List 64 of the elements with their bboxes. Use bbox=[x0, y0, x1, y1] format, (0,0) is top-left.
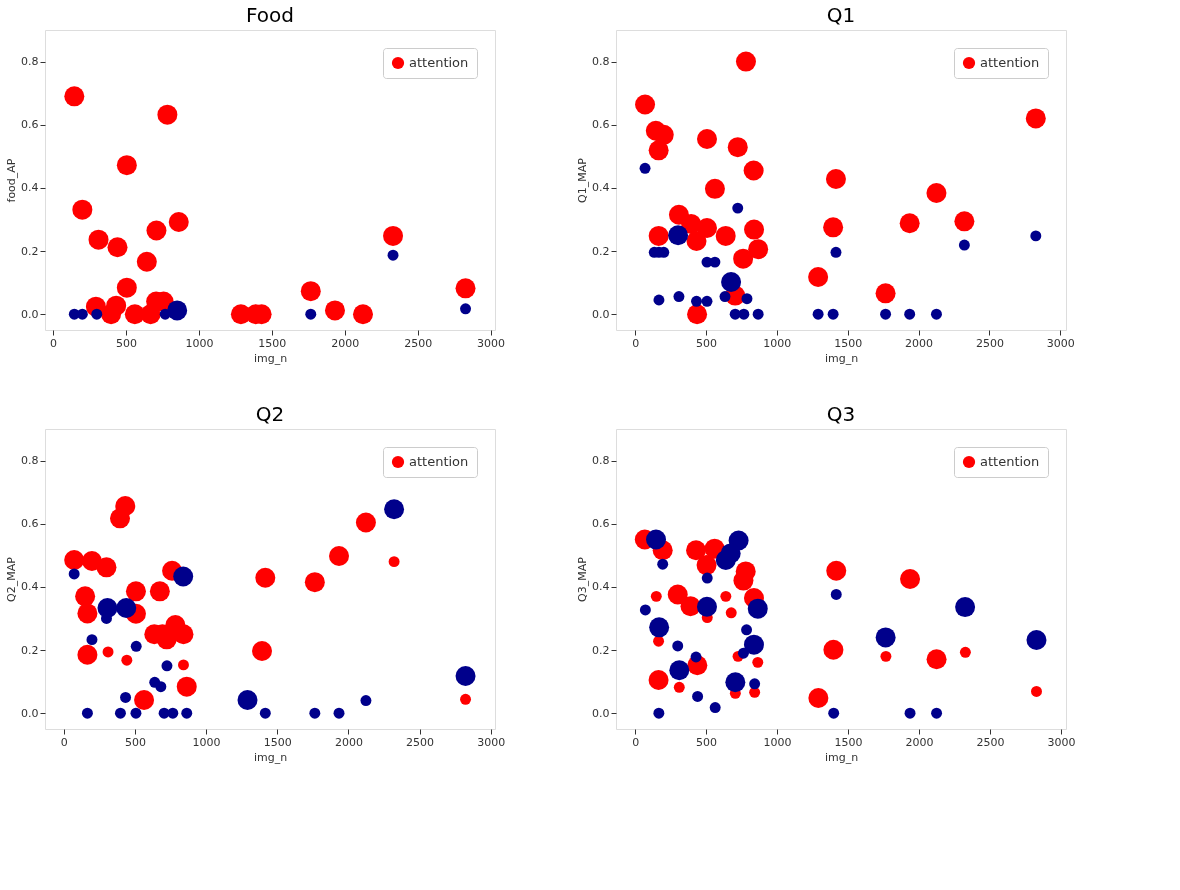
y-tick-label: 0.8 bbox=[592, 55, 610, 69]
x-tick-label: 1500 bbox=[834, 735, 863, 749]
y-tick-label: 0.4 bbox=[21, 181, 39, 195]
x-tick-label: 0 bbox=[632, 735, 640, 749]
y-tick-label: 0.0 bbox=[21, 307, 39, 321]
x-tick-label: 500 bbox=[696, 735, 718, 749]
x-tick-label: 3000 bbox=[477, 735, 506, 749]
y-tick-label: 0.0 bbox=[21, 706, 39, 720]
x-tick-label: 1000 bbox=[763, 735, 792, 749]
x-tick-label: 500 bbox=[124, 735, 146, 749]
x-tick-label: 2000 bbox=[331, 336, 360, 350]
y-tick-label: 0.4 bbox=[592, 181, 610, 195]
y-tick-label: 0.6 bbox=[592, 517, 610, 531]
y-tick-label: 0.0 bbox=[592, 706, 610, 720]
x-tick-label: 3000 bbox=[477, 336, 506, 350]
legend-label: attention bbox=[409, 55, 469, 70]
y-tick-label: 0.2 bbox=[21, 244, 39, 258]
x-tick-label: 1500 bbox=[258, 336, 287, 350]
x-tick-label: 2500 bbox=[404, 336, 433, 350]
y-tick-label: 0.6 bbox=[21, 517, 39, 531]
y-axis-title: Q2_MAP bbox=[5, 556, 19, 602]
x-tick-label: 500 bbox=[115, 336, 137, 350]
y-tick-label: 0.2 bbox=[21, 643, 39, 657]
y-tick-label: 0.8 bbox=[21, 454, 39, 468]
y-axis-title: Q3_MAP bbox=[576, 556, 590, 602]
x-tick-label: 0 bbox=[60, 735, 68, 749]
y-tick-label: 0.6 bbox=[21, 118, 39, 132]
chart-title: Q1 bbox=[826, 3, 856, 27]
y-tick-label: 0.8 bbox=[592, 454, 610, 468]
legend-label: attention bbox=[980, 454, 1040, 469]
x-axis-title: img_n bbox=[253, 750, 288, 764]
y-tick-label: 0.6 bbox=[592, 118, 610, 132]
y-tick-label: 0.8 bbox=[21, 55, 39, 69]
x-tick-label: 2000 bbox=[905, 735, 934, 749]
x-tick-label: 3000 bbox=[1046, 336, 1075, 350]
x-tick-label: 1500 bbox=[263, 735, 292, 749]
x-tick-label: 1000 bbox=[185, 336, 214, 350]
y-tick-label: 0.4 bbox=[21, 580, 39, 594]
x-tick-label: 500 bbox=[696, 336, 717, 350]
x-tick-label: 2000 bbox=[334, 735, 363, 749]
x-tick-label: 2500 bbox=[976, 735, 1005, 749]
chart-title: Food bbox=[246, 3, 294, 27]
x-tick-label: 1500 bbox=[834, 336, 863, 350]
x-axis-title: img_n bbox=[824, 750, 859, 764]
x-tick-label: 0 bbox=[50, 336, 58, 350]
x-axis-title: img_n bbox=[253, 351, 288, 365]
x-tick-label: 0 bbox=[632, 336, 640, 350]
y-tick-label: 0.4 bbox=[592, 580, 610, 594]
x-tick-label: 2000 bbox=[905, 336, 934, 350]
y-axis-title: food_AP bbox=[5, 158, 19, 203]
y-tick-label: 0.2 bbox=[592, 643, 610, 657]
legend-label: attention bbox=[980, 55, 1040, 70]
x-tick-label: 1000 bbox=[763, 336, 792, 350]
x-tick-label: 3000 bbox=[1047, 735, 1076, 749]
chart-title: Q2 bbox=[255, 402, 285, 426]
x-tick-label: 2500 bbox=[975, 336, 1004, 350]
y-tick-label: 0.2 bbox=[592, 244, 610, 258]
chart-title: Q3 bbox=[826, 402, 856, 426]
x-tick-label: 2500 bbox=[406, 735, 435, 749]
y-axis-title: Q1_MAP bbox=[576, 157, 590, 203]
y-tick-label: 0.0 bbox=[592, 307, 610, 321]
x-tick-label: 1000 bbox=[192, 735, 221, 749]
legend-label: attention bbox=[409, 454, 469, 469]
x-axis-title: img_n bbox=[824, 351, 859, 365]
